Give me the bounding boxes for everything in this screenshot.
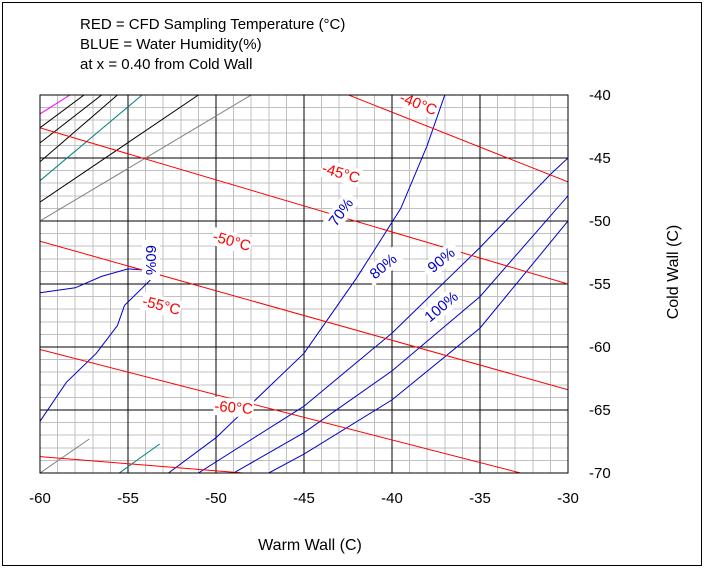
temperature-label: -50°C xyxy=(211,228,253,255)
temperature-label-bg xyxy=(319,158,363,188)
other-contour-line xyxy=(40,95,252,222)
legend-line-temperature: RED = CFD Sampling Temperature (°C) xyxy=(80,16,346,33)
humidity-label-bg xyxy=(420,286,463,327)
plot-border xyxy=(39,94,569,474)
other-contour-line xyxy=(40,95,199,203)
y-tick-label: -40 xyxy=(589,87,611,104)
humidity-contour-70pct xyxy=(168,95,446,473)
temperature-label: -60°C xyxy=(214,398,254,418)
temperature-label-bg xyxy=(139,291,184,320)
legend-line-location: at x = 0.40 from Cold Wall xyxy=(80,56,253,73)
x-tick-label: -60 xyxy=(29,490,51,507)
humidity-contour-60pct xyxy=(40,268,154,422)
other-contour-line xyxy=(40,95,143,182)
y-axis-title: Cold Wall (C) xyxy=(665,225,682,320)
temperature-contour--50c xyxy=(40,240,568,391)
temperature-label: -40°C xyxy=(397,89,439,119)
y-tick-label: -65 xyxy=(589,402,611,419)
temperature-contour--40c xyxy=(347,95,568,183)
y-tick-label: -55 xyxy=(589,276,611,293)
x-axis-title: Warm Wall (C) xyxy=(258,537,362,554)
temperature-contour--45c xyxy=(40,127,568,285)
other-contour-line xyxy=(40,95,118,163)
humidity-label-bg xyxy=(321,190,361,234)
y-tick-label: -50 xyxy=(589,213,611,230)
other-contour-line xyxy=(118,443,160,473)
humidity-label: 60% xyxy=(142,245,159,275)
temperature-contour--60c xyxy=(40,456,250,473)
other-contour-line xyxy=(40,438,90,473)
humidity-label-bg xyxy=(420,240,463,280)
legend-line-humidity: BLUE = Water Humidity(%) xyxy=(80,36,262,53)
humidity-label-bg xyxy=(362,246,405,287)
other-contour-line xyxy=(40,95,85,129)
x-tick-label: -40 xyxy=(381,490,403,507)
other-contour-line xyxy=(40,95,102,144)
other-contour-line xyxy=(40,95,71,115)
humidity-contour-80pct xyxy=(198,157,568,473)
x-tick-label: -35 xyxy=(469,490,491,507)
y-tick-label: -45 xyxy=(589,150,611,167)
humidity-label-bg xyxy=(141,240,160,281)
temperature-label-bg xyxy=(210,227,254,256)
temperature-contour--55c xyxy=(40,349,521,473)
x-tick-label: -50 xyxy=(205,490,227,507)
humidity-contour-90pct xyxy=(233,195,568,473)
temperature-label-bg xyxy=(396,88,441,120)
humidity-contour-100pct xyxy=(268,220,568,473)
x-tick-label: -55 xyxy=(117,490,139,507)
contour-lines xyxy=(40,95,568,473)
y-tick-label: -60 xyxy=(589,339,611,356)
chart-frame xyxy=(2,2,702,566)
y-tick-label: -70 xyxy=(589,465,611,482)
x-tick-label: -45 xyxy=(293,490,315,507)
temperature-label-bg xyxy=(212,396,255,419)
x-tick-label: -30 xyxy=(557,490,579,507)
